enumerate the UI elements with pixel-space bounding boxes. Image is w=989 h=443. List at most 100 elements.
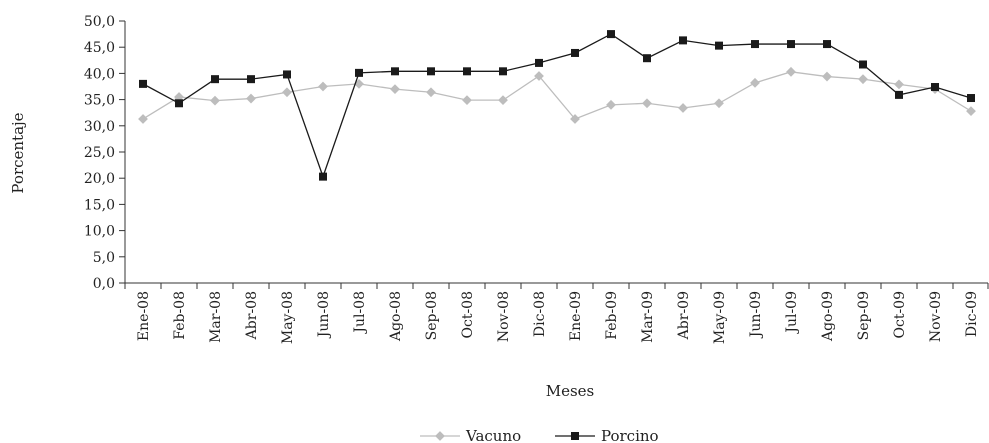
series-line-porcino [142,33,972,179]
legend: Vacuno Porcino [420,427,659,443]
data-point-vacuno [318,81,328,92]
y-axis-ticks: 0,0 5,0 10,0 15,0 20,0 25,0 30,0 35,0 40,0 45,0 50… [84,14,125,292]
x-tick-label: Ago-09 [820,291,836,342]
y-tick-label: 30,0 [84,119,115,135]
data-point-vacuno [570,114,580,124]
x-tick-label: Feb-09 [604,291,620,340]
y-tick-label: 0,0 [93,276,115,292]
y-tick-label: 40,0 [84,66,115,82]
y-tick-label: 15,0 [84,197,115,213]
data-point-vacuno [498,95,508,106]
data-point-vacuno [426,87,436,98]
data-point-porcino [967,94,975,103]
legend-label: Porcino [601,427,659,443]
data-point-porcino [571,48,579,57]
data-point-vacuno [966,106,976,117]
data-point-vacuno [210,95,220,106]
data-point-porcino [391,67,399,76]
legend-label: Vacuno [465,427,521,443]
data-point-vacuno [282,87,292,98]
y-tick-label: 5,0 [93,250,115,266]
y-tick-label: 50,0 [84,14,115,30]
x-tick-label: Ago-08 [388,291,404,342]
series-porcino [139,30,975,181]
data-point-vacuno [822,71,832,82]
series-vacuno [138,66,976,124]
data-point-porcino [463,67,471,76]
legend-item-vacuno: Vacuno [420,427,521,443]
legend-marker [435,431,445,441]
data-point-porcino [535,58,543,67]
data-point-porcino [787,40,795,49]
legend-item-porcino: Porcino [555,427,659,443]
x-tick-label: Jul-08 [352,291,368,335]
data-point-porcino [823,40,831,49]
y-axis-title: Porcentaje [9,112,27,193]
x-tick-label: Jul-09 [784,291,800,335]
data-point-porcino [355,68,363,77]
data-point-porcino [427,67,435,76]
y-axis-title-group: Porcentaje [9,112,27,193]
data-point-vacuno [678,103,688,113]
data-point-vacuno [786,66,796,77]
data-point-vacuno [642,98,652,109]
x-tick-label: Dic-08 [532,291,548,337]
x-tick-label: May-09 [712,291,728,344]
data-point-porcino [715,41,723,50]
data-point-vacuno [246,93,256,104]
data-point-porcino [643,54,651,63]
data-point-vacuno [462,95,472,106]
series-lines [138,30,976,181]
x-tick-label: Nov-09 [928,291,944,342]
data-point-vacuno [390,84,400,95]
y-tick-label: 20,0 [84,171,115,187]
x-axis-ticks: Ene-08 Feb-08 Mar-08 Abr-08 May-08 Jun-08 Jul-… [124,283,989,344]
data-point-porcino [751,40,759,49]
x-tick-label: Abr-08 [244,291,260,340]
data-point-vacuno [894,79,904,90]
data-point-porcino [283,70,291,79]
y-tick-label: 25,0 [84,145,115,161]
x-tick-label: Abr-09 [676,291,692,340]
data-point-porcino [859,60,867,69]
x-tick-label: Jun-09 [748,291,764,339]
data-point-vacuno [138,114,148,124]
y-tick-label: 35,0 [84,93,115,109]
data-point-porcino [679,36,687,45]
x-tick-label: Ene-09 [568,291,584,341]
data-point-vacuno [750,77,760,88]
x-tick-label: Sep-09 [856,291,872,340]
data-point-vacuno [606,99,616,110]
x-tick-label: Ene-08 [136,291,152,341]
data-point-porcino [895,90,903,99]
axes [124,21,988,284]
x-tick-label: Mar-08 [208,291,224,343]
data-point-porcino [139,79,147,88]
data-point-porcino [931,83,939,92]
data-point-porcino [499,67,507,76]
data-point-porcino [211,75,219,84]
x-tick-label: Oct-08 [460,291,476,339]
legend-marker [571,432,579,440]
data-point-vacuno [534,71,544,81]
x-tick-label: Oct-09 [892,291,908,339]
data-point-porcino [247,75,255,84]
series-line-vacuno [142,71,972,120]
x-axis-title: Meses [546,382,595,400]
x-tick-label: Nov-08 [496,291,512,342]
data-point-vacuno [714,98,724,109]
data-point-porcino [607,30,615,39]
x-tick-label: Jun-08 [316,291,332,339]
x-tick-label: Sep-08 [424,291,440,340]
x-tick-label: May-08 [280,291,296,344]
x-tick-label: Dic-09 [964,291,980,337]
data-point-porcino [175,99,183,108]
y-tick-label: 10,0 [84,224,115,240]
x-tick-label: Feb-08 [172,291,188,340]
data-point-vacuno [858,74,868,85]
x-tick-label: Mar-09 [640,291,656,343]
y-tick-label: 45,0 [84,40,115,56]
data-point-porcino [319,172,327,181]
